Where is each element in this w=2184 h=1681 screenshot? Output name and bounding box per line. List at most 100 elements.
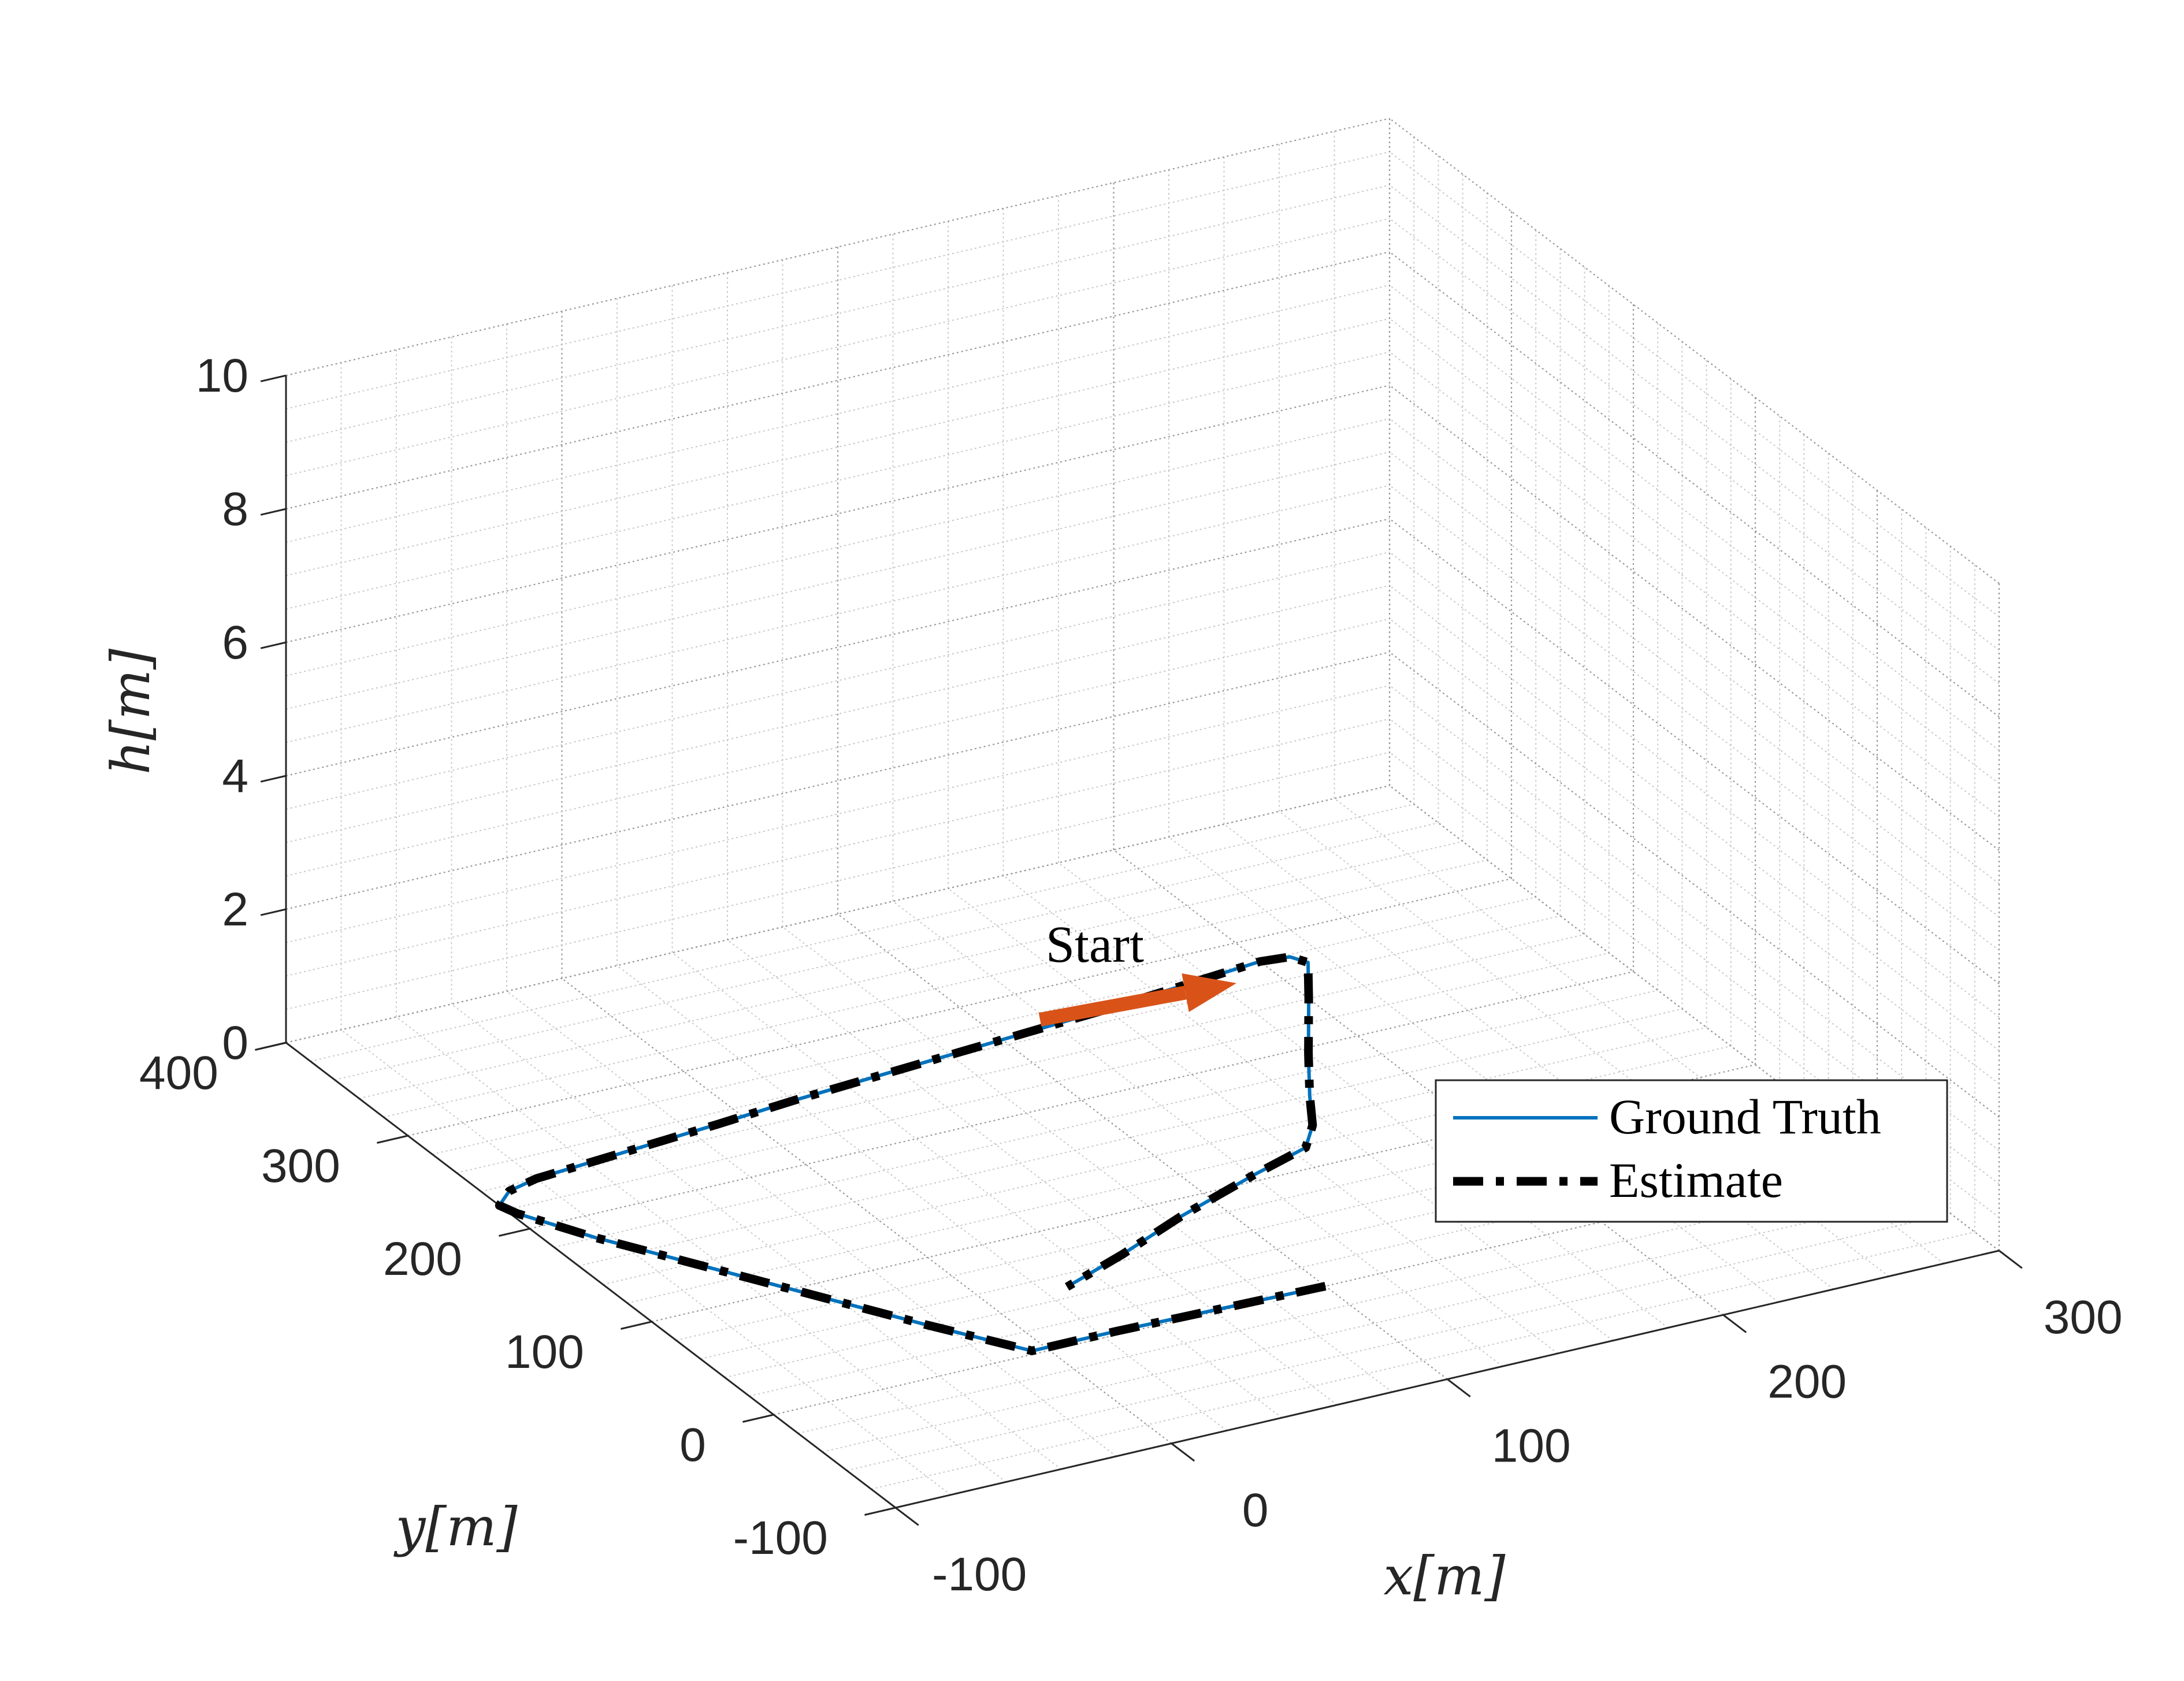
annotation-layer: Start: [1038, 916, 1236, 1027]
side-wall-grid-line-z: [1389, 418, 2000, 884]
floor-grid-line-y: [578, 1008, 1682, 1267]
x-tick-label: 100: [1492, 1420, 1571, 1472]
z-tick-label: 6: [222, 616, 248, 669]
labels-layer: x[m] y[m] h[m]: [100, 649, 1506, 1607]
floor-grid-line-x: [671, 952, 1283, 1419]
floor-grid-line-x: [1058, 862, 1669, 1329]
floor-grid-line-x: [340, 1029, 952, 1496]
legend-entry-ground-truth: Ground Truth: [1609, 1089, 1881, 1144]
floor-grid-line-x: [948, 888, 1558, 1354]
floor-grid-line-x: [396, 1016, 1006, 1483]
back-wall-grid-line-z: [285, 485, 1390, 743]
back-wall-grid-line-z: [285, 284, 1390, 543]
z-tick-mark: [260, 374, 287, 382]
side-wall-grid-line-z: [1389, 618, 2000, 1085]
x-axis-label: x[m]: [1384, 1545, 1506, 1607]
floor-grid-line-y: [822, 1194, 1926, 1453]
y-tick-label: 200: [383, 1233, 462, 1285]
floor-grid-line-x: [727, 939, 1338, 1405]
y-tick-label: 400: [139, 1047, 218, 1099]
z-tick-label: 10: [196, 349, 248, 402]
floor-grid-line-y: [603, 1027, 1707, 1285]
floor-grid-line-x: [837, 913, 1448, 1380]
x-tick-mark: [895, 1507, 919, 1526]
side-wall-grid-line-z: [1389, 351, 2000, 818]
back-wall-grid-line-z: [285, 151, 1390, 410]
z-axis-label: h[m]: [100, 649, 162, 775]
side-wall-grid-line-z: [1389, 184, 2000, 651]
back-wall-grid-line-z: [285, 351, 1390, 610]
back-wall-grid-line-z: [285, 551, 1390, 810]
y-tick-mark: [742, 1414, 774, 1423]
floor-grid-line-y: [456, 915, 1561, 1174]
floor-grid-line-y: [481, 934, 1585, 1192]
back-wall-grid-line-z: [285, 218, 1390, 477]
z-tick-mark: [260, 641, 287, 649]
x-tick-label: -100: [932, 1548, 1027, 1601]
side-wall-grid-line-z: [1389, 585, 2000, 1051]
floor-grid-line-x: [1002, 875, 1614, 1341]
z-tick-mark: [260, 1042, 287, 1050]
z-tick-mark: [260, 775, 287, 783]
legend: Ground Truth Estimate: [1435, 1079, 1948, 1223]
start-arrow-head: [1182, 973, 1236, 1012]
y-tick-label: 0: [679, 1419, 706, 1471]
legend-entry-estimate: Estimate: [1609, 1152, 1783, 1208]
side-wall-grid-line-z: [1389, 451, 2000, 918]
grid-layer: [285, 117, 2000, 1509]
floor-grid-line-y: [359, 840, 1463, 1099]
x-tick-mark: [1447, 1378, 1471, 1398]
z-tick-mark: [260, 908, 287, 916]
floor-grid-line-y: [383, 859, 1488, 1118]
x-tick-label: 0: [1242, 1484, 1269, 1537]
floor-grid-line-y: [407, 877, 1512, 1137]
side-wall-grid-line-z: [1389, 218, 2000, 685]
side-wall-grid-line-z: [1389, 284, 2000, 751]
start-arrow-shaft: [1038, 985, 1187, 1027]
x-tick-mark: [1171, 1442, 1195, 1462]
back-wall-grid-line-z: [285, 784, 1390, 1044]
z-tick-label: 0: [222, 1017, 248, 1069]
back-wall-grid-line-z: [285, 518, 1390, 777]
floor-grid-line-y: [871, 1231, 1975, 1490]
floor-grid-line-x: [1223, 823, 1834, 1290]
back-wall-grid-line-z: [285, 618, 1390, 877]
back-wall-grid-line-z: [285, 685, 1390, 943]
side-wall-grid-line-z: [1389, 385, 2000, 851]
start-annotation-label: Start: [1046, 916, 1144, 973]
x-tick-label: 300: [2044, 1291, 2123, 1344]
z-tick-mark: [260, 508, 287, 516]
back-wall-grid-line-z: [285, 651, 1390, 910]
y-tick-label: -100: [733, 1512, 828, 1564]
side-wall-grid-line-z: [1389, 151, 2000, 618]
back-wall-grid-line-z: [285, 585, 1390, 843]
z-tick-label: 2: [222, 883, 248, 936]
y-tick-mark: [499, 1228, 530, 1237]
back-wall-grid-line-z: [285, 184, 1390, 443]
floor-grid-line-x: [1279, 810, 1889, 1277]
series-layer: [495, 953, 1327, 1355]
side-wall-grid-line-z: [1389, 485, 2000, 951]
floor-grid-line-x: [451, 1003, 1062, 1470]
floor-grid-line-y: [529, 970, 1634, 1230]
side-wall-grid-line-z: [1389, 518, 2000, 984]
x-tick-mark: [1999, 1249, 2023, 1269]
back-wall-grid-line-z: [285, 318, 1390, 577]
series-line-estimate: [495, 953, 1327, 1355]
z-tick-label: 8: [222, 483, 248, 535]
y-tick-mark: [864, 1507, 896, 1516]
y-tick-mark: [377, 1135, 408, 1144]
floor-grid-line-x: [782, 926, 1393, 1393]
back-wall-grid-line-z: [285, 451, 1390, 710]
back-wall-grid-line-z: [285, 117, 1390, 377]
side-wall-grid-line-z: [1389, 785, 2000, 1251]
floor-grid-line-y: [335, 822, 1439, 1081]
floor-grid-line-y: [432, 897, 1536, 1155]
x-tick-label: 200: [1767, 1355, 1847, 1408]
back-wall-grid-line-z: [285, 384, 1390, 644]
z-tick-label: 4: [222, 750, 248, 802]
series-line-ground-truth: [497, 955, 1326, 1353]
y-tick-label: 300: [261, 1140, 340, 1192]
